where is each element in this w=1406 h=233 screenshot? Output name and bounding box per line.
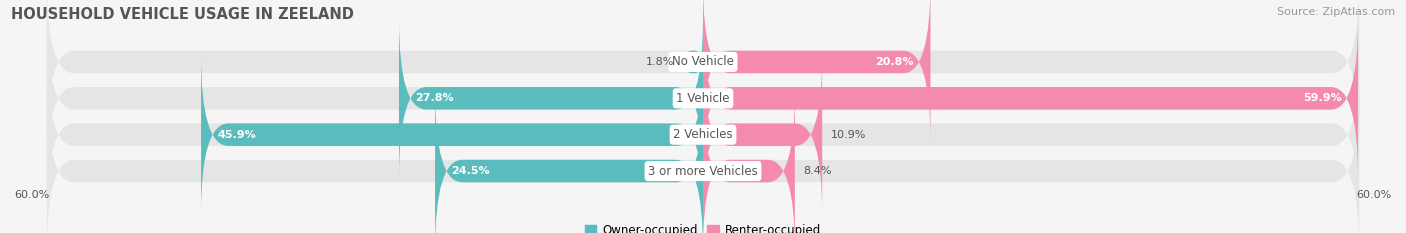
Text: No Vehicle: No Vehicle <box>672 55 734 69</box>
Text: 45.9%: 45.9% <box>218 130 256 140</box>
Text: 3 or more Vehicles: 3 or more Vehicles <box>648 164 758 178</box>
FancyBboxPatch shape <box>683 47 703 77</box>
FancyBboxPatch shape <box>703 55 823 214</box>
Text: 60.0%: 60.0% <box>14 190 49 200</box>
Text: HOUSEHOLD VEHICLE USAGE IN ZEELAND: HOUSEHOLD VEHICLE USAGE IN ZEELAND <box>11 7 354 22</box>
Text: 59.9%: 59.9% <box>1303 93 1341 103</box>
FancyBboxPatch shape <box>46 19 1360 178</box>
Text: 1 Vehicle: 1 Vehicle <box>676 92 730 105</box>
Legend: Owner-occupied, Renter-occupied: Owner-occupied, Renter-occupied <box>579 219 827 233</box>
FancyBboxPatch shape <box>703 0 931 142</box>
FancyBboxPatch shape <box>46 0 1360 142</box>
Text: 1.8%: 1.8% <box>647 57 675 67</box>
FancyBboxPatch shape <box>46 91 1360 233</box>
Text: 8.4%: 8.4% <box>804 166 832 176</box>
Text: Source: ZipAtlas.com: Source: ZipAtlas.com <box>1277 7 1395 17</box>
FancyBboxPatch shape <box>46 55 1360 214</box>
FancyBboxPatch shape <box>399 19 703 178</box>
Text: 24.5%: 24.5% <box>451 166 491 176</box>
Text: 2 Vehicles: 2 Vehicles <box>673 128 733 141</box>
Text: 27.8%: 27.8% <box>415 93 454 103</box>
Text: 60.0%: 60.0% <box>1357 190 1392 200</box>
FancyBboxPatch shape <box>434 91 703 233</box>
FancyBboxPatch shape <box>703 91 794 233</box>
FancyBboxPatch shape <box>703 19 1358 178</box>
Text: 20.8%: 20.8% <box>876 57 914 67</box>
FancyBboxPatch shape <box>201 55 703 214</box>
Text: 10.9%: 10.9% <box>831 130 866 140</box>
